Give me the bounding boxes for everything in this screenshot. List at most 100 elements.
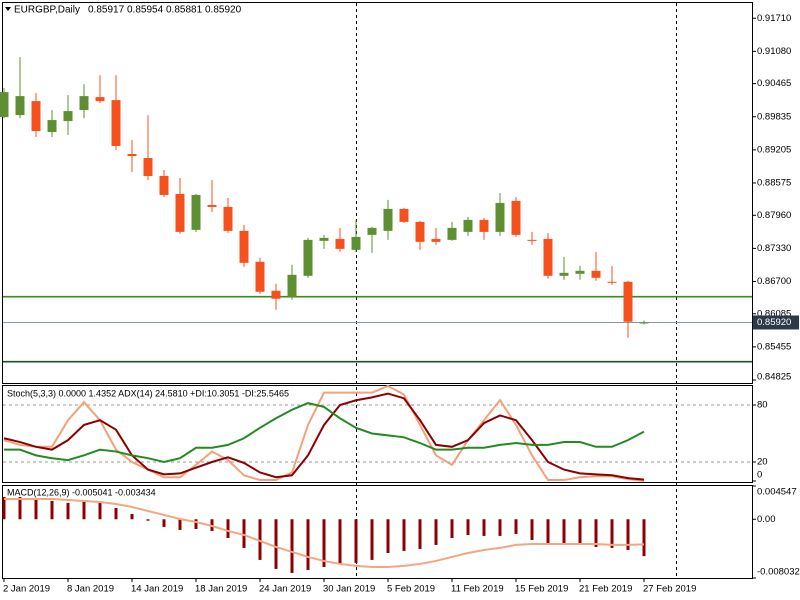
header-value: 0.85954 bbox=[127, 5, 164, 16]
macd-bar bbox=[354, 519, 358, 563]
macd-bar bbox=[482, 519, 486, 536]
header-value: 0.85920 bbox=[205, 5, 242, 16]
macd-bar bbox=[498, 519, 502, 536]
header-value: 0.85881 bbox=[166, 5, 203, 16]
candle-body bbox=[623, 281, 633, 322]
macd-bar bbox=[434, 519, 438, 545]
y-tick-label: 0.89205 bbox=[757, 144, 791, 155]
macd-bar bbox=[626, 519, 630, 550]
macd-bar bbox=[562, 519, 566, 543]
candle-body bbox=[383, 208, 393, 231]
macd-bar bbox=[594, 519, 598, 547]
candle-body bbox=[47, 120, 57, 133]
x-tick-label: 14 Jan 2019 bbox=[131, 584, 183, 595]
candle-body bbox=[591, 270, 601, 278]
candle-body bbox=[79, 96, 89, 111]
candle-body bbox=[191, 194, 201, 230]
macd-bar bbox=[50, 500, 54, 520]
candle-body bbox=[303, 239, 313, 276]
macd-bar bbox=[226, 519, 230, 538]
candle-body bbox=[287, 274, 297, 297]
macd-bar bbox=[162, 519, 166, 527]
macd-bar bbox=[418, 519, 422, 549]
chart-title: EURGBP,Daily bbox=[14, 5, 80, 16]
candle-body bbox=[223, 206, 233, 231]
x-tick-label: 5 Feb 2019 bbox=[387, 584, 435, 595]
y-tick-label: 0.89835 bbox=[757, 111, 791, 122]
candle-body bbox=[559, 272, 569, 276]
candle-body bbox=[31, 101, 41, 132]
macd-bar bbox=[34, 498, 38, 520]
macd-bar bbox=[578, 519, 582, 545]
candle-body bbox=[495, 202, 505, 232]
candle-body bbox=[351, 236, 361, 250]
macd-bar bbox=[130, 513, 134, 520]
collapse-icon[interactable] bbox=[5, 7, 11, 11]
x-tick-label: 8 Jan 2019 bbox=[67, 584, 114, 595]
candle-body bbox=[271, 290, 281, 299]
y-tick-label: 0.86700 bbox=[757, 276, 791, 287]
candle-body bbox=[639, 322, 649, 324]
macd-bar bbox=[530, 519, 534, 540]
candle-body bbox=[607, 281, 617, 283]
y-tick-label: 0.91710 bbox=[757, 13, 791, 24]
last-price-tag bbox=[753, 315, 799, 330]
panel-frames bbox=[2, 2, 753, 579]
candle-body bbox=[415, 221, 425, 242]
y-tick-label: 0 bbox=[757, 470, 762, 481]
macd-bar bbox=[194, 519, 198, 529]
macd-bar bbox=[386, 519, 390, 553]
candle-body bbox=[111, 100, 121, 147]
y-tick-label: 0.86085 bbox=[757, 308, 791, 319]
candle-body bbox=[431, 238, 441, 242]
candle-body bbox=[367, 227, 377, 235]
y-tick-label: 0.90465 bbox=[757, 78, 791, 89]
candle-body bbox=[239, 230, 249, 263]
candle-body bbox=[447, 227, 457, 240]
macd-bar bbox=[306, 519, 310, 570]
x-tick-label: 21 Feb 2019 bbox=[579, 584, 632, 595]
macd-bar bbox=[146, 519, 150, 521]
y-tick-label: -0.008032 bbox=[757, 567, 800, 578]
y-tick-label: 0.85455 bbox=[757, 341, 791, 352]
x-tick-label: 30 Jan 2019 bbox=[323, 584, 375, 595]
x-tick-label: 11 Feb 2019 bbox=[451, 584, 504, 595]
candle-body bbox=[479, 219, 489, 232]
candle-body bbox=[335, 238, 345, 249]
macd-bar bbox=[514, 519, 518, 534]
candle-body bbox=[0, 92, 9, 118]
macd-bar bbox=[450, 519, 454, 538]
candle-body bbox=[63, 111, 73, 122]
macd-bar bbox=[402, 519, 406, 551]
x-tick-label: 24 Jan 2019 bbox=[259, 584, 311, 595]
macd-bar bbox=[178, 519, 182, 530]
macd-bar bbox=[242, 519, 246, 548]
candle-body bbox=[15, 96, 25, 116]
candle-body bbox=[127, 154, 137, 157]
indicator-line bbox=[3, 384, 645, 482]
macd-bar bbox=[114, 507, 118, 520]
y-tick-label: 0.84825 bbox=[757, 372, 791, 383]
macd-bar bbox=[610, 519, 614, 548]
candle-body bbox=[319, 237, 329, 241]
macd-bar bbox=[642, 519, 646, 557]
signal-line bbox=[4, 497, 645, 568]
y-tick-label: 0.87960 bbox=[757, 210, 791, 221]
y-tick-label: 0.00 bbox=[757, 514, 776, 525]
macd-bar bbox=[82, 500, 86, 520]
candle-body bbox=[511, 200, 521, 235]
indicator-line bbox=[4, 402, 645, 464]
candle-body bbox=[207, 204, 217, 207]
macd-bar bbox=[322, 519, 326, 567]
main-panel-frame bbox=[2, 2, 753, 384]
candle-body bbox=[255, 261, 265, 292]
macd-bar bbox=[546, 519, 550, 545]
macd-bar bbox=[258, 519, 262, 560]
macd-panel-frame bbox=[2, 485, 753, 579]
candle-body bbox=[463, 219, 473, 232]
candle-body bbox=[575, 270, 585, 274]
candle-body bbox=[543, 238, 553, 276]
